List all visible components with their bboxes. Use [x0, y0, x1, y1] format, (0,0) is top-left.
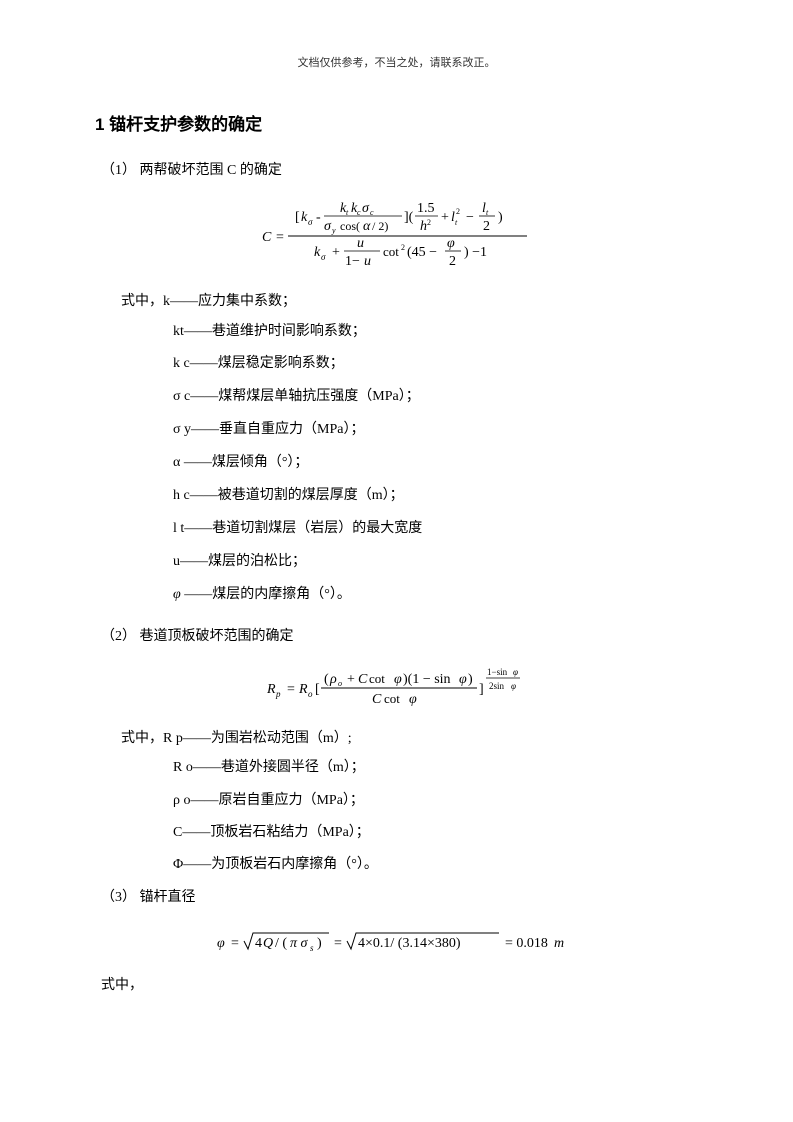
svg-text:4: 4	[255, 936, 262, 951]
svg-text:): )	[468, 672, 473, 687]
svg-text:1.5: 1.5	[417, 201, 435, 216]
svg-text:φ: φ	[217, 936, 225, 951]
svg-text:c: c	[357, 208, 361, 217]
svg-text:2: 2	[427, 218, 431, 227]
param-item: kt——巷道维护时间影响系数；	[173, 316, 698, 349]
svg-text:2: 2	[483, 219, 490, 234]
svg-text:φ: φ	[459, 672, 467, 687]
svg-text:= 0.018: = 0.018	[505, 936, 548, 951]
svg-text:/ (: / (	[275, 936, 287, 951]
svg-text:φ: φ	[511, 681, 516, 691]
svg-text:[: [	[315, 682, 320, 697]
svg-text:1−sin: 1−sin	[487, 667, 508, 677]
svg-text:o: o	[308, 689, 313, 699]
svg-text:) −1: ) −1	[464, 245, 487, 260]
param-item: Φ——为顶板岩石内摩擦角（°）。	[173, 849, 698, 881]
svg-text:o: o	[338, 679, 342, 688]
formula-1: C = [ k σ - kt kc σc σy cos( α / 2) ]( 1…	[95, 199, 698, 273]
svg-text:C: C	[262, 230, 272, 245]
svg-text:-: -	[316, 210, 321, 225]
param-item: k c——煤层稳定影响系数；	[173, 348, 698, 381]
param-item: φ ——煤层的内摩擦角（°）。	[173, 579, 698, 612]
svg-text:σ: σ	[362, 201, 370, 216]
svg-text:α: α	[363, 219, 371, 234]
svg-text:p: p	[275, 689, 281, 699]
svg-text:+: +	[347, 672, 355, 687]
svg-text:h: h	[420, 219, 427, 234]
svg-text:σ: σ	[321, 252, 326, 262]
svg-text:/ 2): / 2)	[372, 219, 388, 233]
svg-text:cot: cot	[383, 244, 399, 259]
svg-text:+: +	[441, 210, 449, 225]
svg-text:k: k	[301, 210, 308, 225]
formula-3: φ = 4 Q / ( π σ s ) = 4×0.1/ (3.14×380) …	[95, 927, 698, 957]
svg-text:φ: φ	[409, 692, 417, 707]
param-intro-2: 式中，R p——为围岩松动范围（m）;	[121, 728, 698, 750]
svg-text:k: k	[314, 245, 321, 260]
svg-text:σ: σ	[308, 217, 313, 227]
svg-text:]: ]	[479, 682, 484, 697]
svg-text:=: =	[334, 936, 342, 951]
param-item: l t——巷道切割煤层（岩层）的最大宽度	[173, 513, 698, 546]
svg-text:2: 2	[456, 207, 460, 216]
svg-text:=: =	[287, 682, 295, 697]
svg-text:u: u	[364, 254, 371, 269]
svg-text:+: +	[332, 245, 340, 260]
svg-text:π σ: π σ	[290, 936, 309, 951]
svg-text:[: [	[295, 210, 300, 225]
svg-text:c: c	[370, 208, 374, 217]
param-intro-1: 式中，k——应力集中系数；	[121, 291, 698, 313]
svg-text:C: C	[358, 672, 368, 687]
subsection-1-heading: （1） 两帮破坏范围 C 的确定	[101, 156, 698, 185]
svg-text:](: ](	[404, 210, 414, 225]
svg-text:)(1 − sin: )(1 − sin	[403, 672, 451, 687]
svg-text:σ: σ	[324, 219, 332, 234]
subsection-2-heading: （2） 巷道顶板破坏范围的确定	[101, 622, 698, 651]
svg-text:2: 2	[401, 243, 405, 252]
svg-text:ρ: ρ	[329, 672, 337, 687]
svg-text:s: s	[310, 943, 314, 953]
svg-text:(: (	[324, 672, 329, 687]
svg-text:φ: φ	[513, 667, 518, 677]
svg-text:2sin: 2sin	[489, 681, 505, 691]
svg-text:1−: 1−	[345, 254, 360, 269]
svg-text:(45 −: (45 −	[407, 245, 437, 260]
param-list-1: kt——巷道维护时间影响系数； k c——煤层稳定影响系数； σ c——煤帮煤层…	[173, 316, 698, 612]
subsection-3-heading: （3） 锚杆直径	[101, 883, 698, 912]
param-item: ρ o——原岩自重应力（MPa）；	[173, 785, 698, 817]
header-note: 文档仅供参考，不当之处，请联系改正。	[95, 55, 698, 73]
svg-text:2: 2	[449, 254, 456, 269]
svg-text:): )	[498, 210, 503, 225]
param-item: α ——煤层倾角（°）；	[173, 447, 698, 480]
page-title: 1 锚杆支护参数的确定	[95, 111, 698, 138]
svg-text:cot: cot	[384, 691, 400, 706]
svg-text:=: =	[276, 230, 284, 245]
param-item: R o——巷道外接圆半径（m）；	[173, 752, 698, 784]
svg-text:4×0.1/ (3.14×380): 4×0.1/ (3.14×380)	[358, 936, 461, 951]
param-item: h c——被巷道切割的煤层厚度（m）；	[173, 480, 698, 513]
svg-text:m: m	[554, 936, 564, 951]
param-item: σ y——垂直自重应力（MPa）；	[173, 414, 698, 447]
svg-text:): )	[317, 936, 322, 951]
svg-text:y: y	[331, 226, 336, 235]
section3-footer: 式中，	[101, 975, 698, 997]
svg-text:t: t	[455, 218, 458, 227]
formula-2: Rp = Ro [ ( ρo + C cot φ )(1 − sin φ ) C…	[95, 665, 698, 710]
svg-text:u: u	[357, 236, 364, 251]
svg-text:R: R	[298, 682, 308, 697]
param-list-2: R o——巷道外接圆半径（m）； ρ o——原岩自重应力（MPa）； C——顶板…	[173, 752, 698, 881]
svg-text:cot: cot	[369, 671, 385, 686]
svg-text:R: R	[267, 682, 276, 697]
svg-text:−: −	[466, 210, 474, 225]
param-item: u——煤层的泊松比；	[173, 546, 698, 579]
param-item: σ c——煤帮煤层单轴抗压强度（MPa）；	[173, 381, 698, 414]
param-item: C——顶板岩石粘结力（MPa）；	[173, 817, 698, 849]
svg-text:=: =	[231, 936, 239, 951]
svg-text:cos(: cos(	[340, 219, 360, 233]
svg-text:C: C	[372, 692, 382, 707]
svg-text:Q: Q	[263, 936, 273, 951]
svg-text:φ: φ	[447, 236, 455, 251]
svg-text:φ: φ	[394, 672, 402, 687]
